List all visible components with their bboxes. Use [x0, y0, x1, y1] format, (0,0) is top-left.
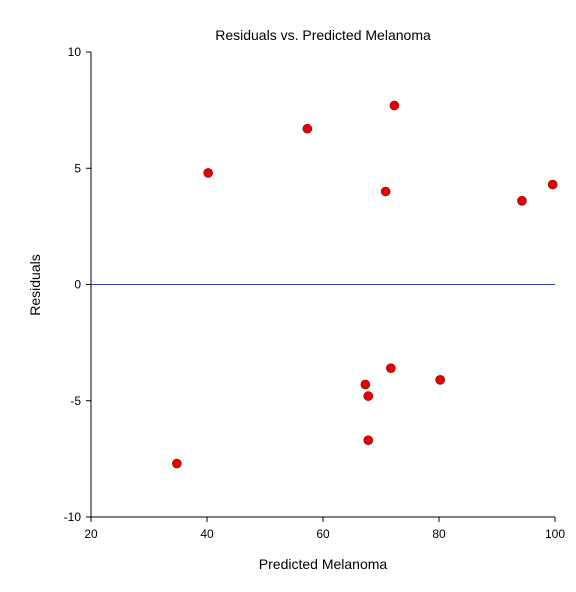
data-point [360, 379, 371, 390]
data-points [172, 100, 558, 469]
data-point [172, 458, 182, 469]
x-tick-label: 100 [545, 527, 565, 541]
data-point [435, 375, 445, 385]
axes: -10 -5 0 5 10 20 40 60 80 100 [64, 45, 566, 541]
x-tick-label: 20 [84, 527, 98, 541]
y-tick-label: 0 [74, 278, 81, 292]
data-point [203, 168, 213, 178]
y-tick-label: 10 [68, 45, 82, 59]
data-point [386, 363, 396, 374]
y-axis-label: Residuals [27, 254, 43, 315]
data-point [363, 391, 374, 401]
data-point [302, 123, 313, 134]
x-tick-label: 40 [200, 527, 214, 541]
y-tick-label: 5 [74, 161, 81, 175]
data-point [547, 179, 558, 190]
x-tick-label: 60 [316, 527, 330, 541]
data-point [380, 186, 391, 197]
data-point [363, 435, 374, 446]
chart-title: Residuals vs. Predicted Melanoma [215, 27, 431, 43]
x-tick-label: 80 [432, 527, 446, 541]
data-point [389, 100, 400, 111]
y-tick-label: -10 [64, 510, 82, 524]
data-point [517, 196, 527, 206]
y-tick-label: -5 [70, 394, 81, 408]
x-axis-label: Predicted Melanoma [259, 556, 388, 572]
